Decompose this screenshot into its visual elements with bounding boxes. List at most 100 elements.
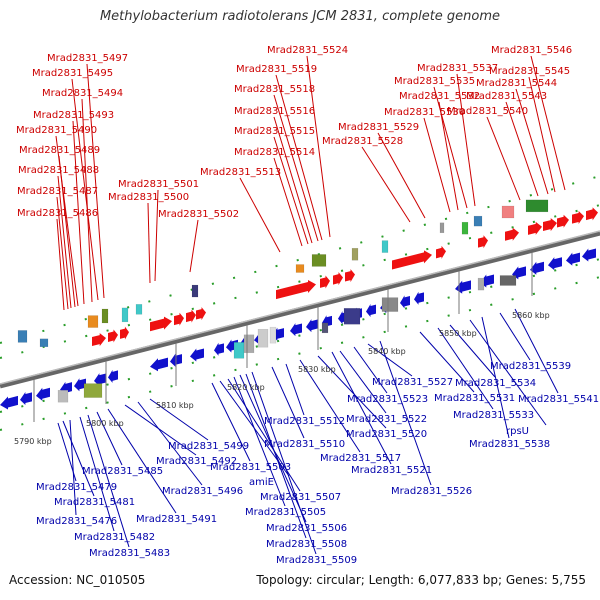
- reverse-gene-arrow[interactable]: [566, 252, 580, 266]
- annotation-box[interactable]: [39, 338, 49, 348]
- annotation-box[interactable]: [257, 328, 269, 348]
- bottom-gene-label[interactable]: Mrad2831_5512: [264, 416, 345, 427]
- bottom-gene-label[interactable]: Mrad2831_5506: [266, 523, 347, 534]
- top-gene-label[interactable]: Mrad2831_5516: [234, 106, 315, 117]
- annotation-box[interactable]: [461, 221, 469, 235]
- forward-gene-arrow[interactable]: [478, 235, 488, 249]
- forward-gene-arrow[interactable]: [557, 214, 569, 228]
- bottom-gene-label[interactable]: Mrad2831_5483: [89, 548, 170, 559]
- bottom-gene-label[interactable]: Mrad2831_5538: [469, 439, 550, 450]
- reverse-gene-arrow[interactable]: [190, 348, 204, 362]
- annotation-box[interactable]: [83, 383, 103, 398]
- reverse-gene-arrow[interactable]: [366, 304, 376, 318]
- forward-gene-arrow[interactable]: [436, 245, 446, 259]
- bottom-gene-label[interactable]: Mrad2831_5541: [518, 394, 599, 405]
- annotation-box[interactable]: [269, 326, 277, 344]
- top-gene-label[interactable]: Mrad2831_5543: [466, 91, 547, 102]
- annotation-box[interactable]: [17, 330, 28, 343]
- top-gene-label[interactable]: Mrad2831_5514: [234, 147, 315, 158]
- bottom-gene-label[interactable]: Mrad2831_5507: [260, 492, 341, 503]
- reverse-gene-arrow[interactable]: [582, 248, 596, 262]
- bottom-gene-label[interactable]: Mrad2831_5533: [453, 410, 534, 421]
- reverse-gene-arrow[interactable]: [290, 323, 302, 337]
- forward-gene-arrow[interactable]: [345, 269, 355, 283]
- reverse-gene-arrow[interactable]: [108, 369, 118, 383]
- annotation-box[interactable]: [121, 307, 129, 323]
- top-gene-label[interactable]: Mrad2831_5537: [417, 63, 498, 74]
- top-gene-label[interactable]: Mrad2831_5495: [32, 68, 113, 79]
- top-gene-label[interactable]: Mrad2831_5500: [108, 192, 189, 203]
- annotation-box[interactable]: [191, 284, 199, 298]
- annotation-box[interactable]: [57, 389, 69, 403]
- annotation-box[interactable]: [87, 315, 99, 328]
- forward-gene-arrow[interactable]: [174, 312, 184, 326]
- bottom-gene-label[interactable]: Mrad2831_5539: [490, 361, 571, 372]
- reverse-gene-arrow[interactable]: [94, 373, 106, 387]
- bottom-gene-label[interactable]: Mrad2831_5505: [245, 507, 326, 518]
- annotation-box[interactable]: [499, 275, 517, 286]
- top-gene-label[interactable]: Mrad2831_5546: [491, 45, 572, 56]
- reverse-gene-arrow[interactable]: [36, 387, 50, 401]
- annotation-box[interactable]: [473, 215, 483, 227]
- top-gene-label[interactable]: Mrad2831_5544: [476, 78, 557, 89]
- forward-gene-arrow[interactable]: [392, 250, 432, 270]
- annotation-box[interactable]: [135, 304, 143, 315]
- annotation-box[interactable]: [101, 308, 109, 324]
- bottom-gene-label[interactable]: Mrad2831_5531: [434, 393, 515, 404]
- top-gene-label[interactable]: Mrad2831_5501: [118, 179, 199, 190]
- bottom-gene-label[interactable]: Mrad2831_5503: [210, 462, 291, 473]
- forward-gene-arrow[interactable]: [276, 279, 316, 300]
- reverse-gene-arrow[interactable]: [150, 357, 168, 372]
- top-gene-label[interactable]: Mrad2831_5515: [234, 126, 315, 137]
- reverse-gene-arrow[interactable]: [548, 257, 562, 271]
- forward-gene-arrow[interactable]: [150, 316, 172, 332]
- top-gene-label[interactable]: Mrad2831_5489: [19, 145, 100, 156]
- annotation-box[interactable]: [439, 222, 445, 234]
- top-gene-label[interactable]: Mrad2831_5545: [489, 66, 570, 77]
- annotation-box[interactable]: [525, 199, 549, 213]
- annotation-box[interactable]: [351, 247, 359, 261]
- annotation-box[interactable]: [501, 205, 515, 219]
- forward-gene-arrow[interactable]: [120, 326, 129, 340]
- bottom-gene-label[interactable]: Mrad2831_5526: [391, 486, 472, 497]
- reverse-gene-arrow[interactable]: [400, 295, 410, 309]
- annotation-box[interactable]: [243, 334, 255, 354]
- bottom-gene-label[interactable]: Mrad2831_5491: [136, 514, 217, 525]
- bottom-gene-label[interactable]: Mrad2831_5510: [264, 439, 345, 450]
- bottom-gene-label[interactable]: Mrad2831_5520: [346, 429, 427, 440]
- bottom-gene-label[interactable]: Mrad2831_5492: [156, 456, 237, 467]
- bottom-gene-label[interactable]: Mrad2831_5517: [320, 453, 401, 464]
- bottom-gene-label[interactable]: Mrad2831_5523: [347, 394, 428, 405]
- forward-gene-arrow[interactable]: [586, 207, 598, 221]
- reverse-gene-arrow[interactable]: [20, 392, 32, 406]
- top-gene-label[interactable]: Mrad2831_5486: [17, 208, 98, 219]
- bottom-gene-label[interactable]: Mrad2831_5485: [82, 466, 163, 477]
- top-gene-label[interactable]: Mrad2831_5528: [322, 136, 403, 147]
- top-gene-label[interactable]: Mrad2831_5524: [267, 45, 348, 56]
- top-gene-label[interactable]: Mrad2831_5530: [384, 107, 465, 118]
- top-gene-label[interactable]: Mrad2831_5535: [394, 76, 475, 87]
- forward-gene-arrow[interactable]: [320, 275, 330, 289]
- forward-gene-arrow[interactable]: [572, 210, 584, 224]
- bottom-gene-label[interactable]: Mrad2831_5509: [276, 555, 357, 566]
- bottom-gene-label[interactable]: Mrad2831_5476: [36, 516, 117, 527]
- reverse-gene-arrow[interactable]: [306, 319, 318, 333]
- bottom-gene-label[interactable]: amiE: [249, 477, 274, 488]
- annotation-box[interactable]: [295, 264, 305, 273]
- bottom-gene-label[interactable]: Mrad2831_5534: [455, 378, 536, 389]
- bottom-gene-label[interactable]: Mrad2831_5527: [372, 377, 453, 388]
- bottom-gene-label[interactable]: Mrad2831_5508: [266, 539, 347, 550]
- forward-gene-arrow[interactable]: [543, 218, 557, 232]
- bottom-gene-label[interactable]: Mrad2831_5482: [74, 532, 155, 543]
- top-gene-label[interactable]: Mrad2831_5540: [447, 106, 528, 117]
- bottom-gene-label[interactable]: Mrad2831_5499: [168, 441, 249, 452]
- reverse-gene-arrow[interactable]: [214, 342, 224, 356]
- forward-gene-arrow[interactable]: [196, 307, 206, 321]
- top-gene-label[interactable]: Mrad2831_5519: [236, 64, 317, 75]
- top-gene-label[interactable]: Mrad2831_5502: [158, 209, 239, 220]
- bottom-gene-label[interactable]: Mrad2831_5522: [346, 414, 427, 425]
- reverse-gene-arrow[interactable]: [455, 280, 471, 294]
- annotation-box[interactable]: [343, 308, 361, 325]
- top-gene-label[interactable]: Mrad2831_5497: [47, 53, 128, 64]
- top-gene-label[interactable]: Mrad2831_5490: [16, 125, 97, 136]
